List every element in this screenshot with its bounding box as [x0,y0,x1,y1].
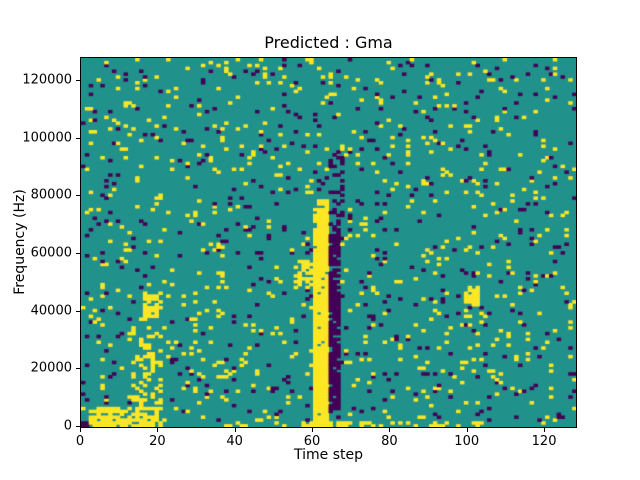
y-tick-label: 100000 [22,130,72,146]
y-axis-label: Frequency (Hz) [12,189,28,295]
y-tick-label: 0 [63,418,72,434]
y-tick-mark [76,137,80,139]
y-tick-mark [76,80,80,82]
chart-title: Predicted : Gma [264,33,393,52]
y-tick-mark [76,195,80,197]
x-tick-label: 40 [226,434,243,449]
x-tick-label: 60 [303,434,321,449]
x-tick-mark [234,428,236,432]
heatmap-canvas [81,58,576,427]
y-tick-label: 80000 [30,187,72,203]
x-tick-label: 20 [149,434,166,449]
y-tick-mark [76,368,80,370]
y-tick-label: 40000 [30,303,72,319]
x-tick-mark [312,428,314,432]
x-tick-mark [80,428,81,432]
x-tick-label: 100 [454,434,480,449]
x-tick-label: 120 [531,434,557,449]
y-tick-label: 120000 [22,72,72,88]
x-tick-mark [157,428,159,432]
x-axis-label: Time step [294,447,363,463]
y-tick-mark [76,426,80,427]
x-tick-label: 0 [75,434,85,449]
y-tick-label: 20000 [30,360,72,376]
x-tick-label: 80 [381,434,398,449]
x-tick-mark [544,428,546,432]
y-tick-mark [76,253,80,255]
y-tick-mark [76,310,80,312]
x-tick-mark [389,428,391,432]
plot-area [80,57,577,428]
y-tick-label: 60000 [30,245,72,261]
x-tick-mark [466,428,468,432]
